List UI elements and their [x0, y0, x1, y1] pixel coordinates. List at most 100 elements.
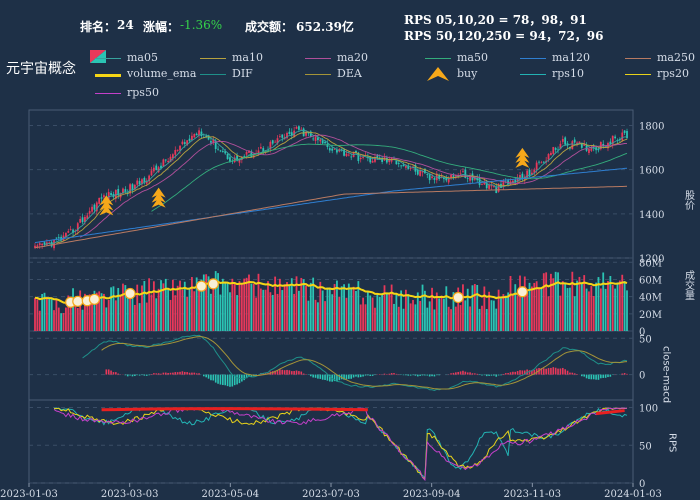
- candle-body: [388, 159, 391, 163]
- volume-bar: [585, 288, 588, 331]
- macd-hist-bar: [383, 373, 386, 375]
- candle-body: [72, 229, 74, 233]
- candle-body: [174, 150, 177, 155]
- macd-hist-bar: [193, 372, 196, 375]
- volume-bar: [224, 281, 227, 331]
- volume-bar: [538, 288, 540, 331]
- volume-bar: [100, 293, 103, 331]
- candle-body: [43, 242, 46, 245]
- volume-bar: [328, 287, 331, 331]
- macd-hist-bar: [250, 374, 253, 377]
- candle-body: [221, 151, 224, 152]
- volume-bar: [597, 277, 600, 331]
- volume-bar: [74, 297, 77, 331]
- macd-hist-bar: [283, 370, 286, 375]
- volume-bar: [105, 307, 108, 331]
- candle-body: [573, 139, 576, 143]
- candle-body: [226, 154, 229, 160]
- candle-body: [554, 148, 557, 150]
- candle-body: [438, 174, 441, 180]
- macd-hist-bar: [459, 371, 462, 375]
- macd-hist-bar: [321, 374, 324, 380]
- candle-body: [179, 145, 181, 151]
- volume-bar: [57, 307, 60, 331]
- volume-bar: [483, 286, 486, 331]
- candle-body: [150, 170, 153, 176]
- volume-bar: [485, 309, 488, 331]
- legend-label-buy: buy: [457, 67, 478, 80]
- volume-bar: [488, 291, 491, 331]
- candle-body: [542, 161, 545, 163]
- macd-hist-bar: [407, 374, 410, 376]
- volume-bar: [571, 271, 574, 331]
- candle-body: [516, 177, 519, 183]
- macd-hist-bar: [212, 374, 215, 381]
- candle-body: [481, 184, 483, 186]
- macd-hist-bar: [426, 374, 429, 376]
- macd-hist-bar: [333, 374, 336, 382]
- macd-hist-bar: [148, 374, 150, 376]
- volume-bar: [599, 288, 602, 331]
- volume-bar: [198, 286, 200, 331]
- macd-hist-bar: [409, 374, 412, 376]
- candle-body: [138, 181, 141, 185]
- volume-bar: [566, 288, 569, 331]
- candle-body: [592, 146, 595, 148]
- candle-body: [169, 156, 172, 163]
- macd-hist-bar: [222, 374, 224, 386]
- volume-bar: [502, 294, 505, 331]
- volume-bar: [390, 284, 393, 331]
- candle-body: [212, 138, 215, 143]
- volume-bar: [91, 300, 93, 331]
- volume-bar: [271, 294, 274, 331]
- macd-hist-bar: [143, 374, 146, 376]
- volume-tick-60M: 60M: [639, 275, 662, 286]
- candle-body: [295, 126, 298, 129]
- volume-bar: [533, 282, 536, 331]
- volume-bar: [416, 292, 419, 331]
- volume-bar: [371, 297, 374, 331]
- candle-body: [79, 218, 82, 223]
- candle-body: [122, 188, 124, 194]
- macd-hist-bar: [160, 373, 162, 375]
- volume-bar: [469, 306, 471, 331]
- legend-label-volume_ema: volume_ema: [127, 67, 197, 80]
- candle-body: [431, 176, 433, 178]
- candle-body: [143, 177, 146, 183]
- volume-bar: [362, 297, 364, 331]
- macd-hist-bar: [362, 374, 364, 377]
- volume-bar: [314, 299, 317, 331]
- candle-body: [181, 141, 184, 145]
- candle-body: [530, 172, 533, 175]
- rps-tick-100: 100: [639, 404, 658, 415]
- legend-label-DIF: DIF: [232, 67, 253, 80]
- candle-body: [148, 175, 151, 182]
- macd-hist-bar: [550, 367, 552, 375]
- volume-bar: [248, 274, 250, 331]
- legend-swatch-volume_ema: [95, 74, 121, 77]
- legend-swatch-rps50: [95, 93, 121, 94]
- rank-label: 排名：: [80, 20, 117, 34]
- line-ma05: [44, 129, 627, 246]
- x-tick-2024-01-03: 2024-01-03: [604, 489, 662, 500]
- macd-hist-bar: [378, 374, 381, 375]
- macd-hist-bar: [145, 374, 148, 376]
- candle-body: [473, 177, 476, 180]
- macd-hist-bar: [295, 370, 298, 375]
- candle-body: [416, 169, 419, 175]
- macd-hist-bar: [176, 372, 179, 375]
- volume-bar: [210, 293, 212, 331]
- macd-hist-bar: [314, 374, 317, 378]
- volume-bar: [490, 300, 493, 331]
- candle-body: [571, 141, 574, 150]
- rank-value: 24: [117, 18, 134, 32]
- macd-hist-bar: [402, 374, 405, 376]
- macd-hist-bar: [621, 373, 624, 375]
- volume-bar: [240, 283, 243, 331]
- macd-hist-bar: [150, 374, 153, 375]
- volume-bar: [447, 306, 450, 331]
- volume-bar: [421, 284, 424, 331]
- buy-marker: [99, 205, 114, 216]
- volume-bar: [511, 294, 514, 331]
- volume-bar: [414, 304, 417, 331]
